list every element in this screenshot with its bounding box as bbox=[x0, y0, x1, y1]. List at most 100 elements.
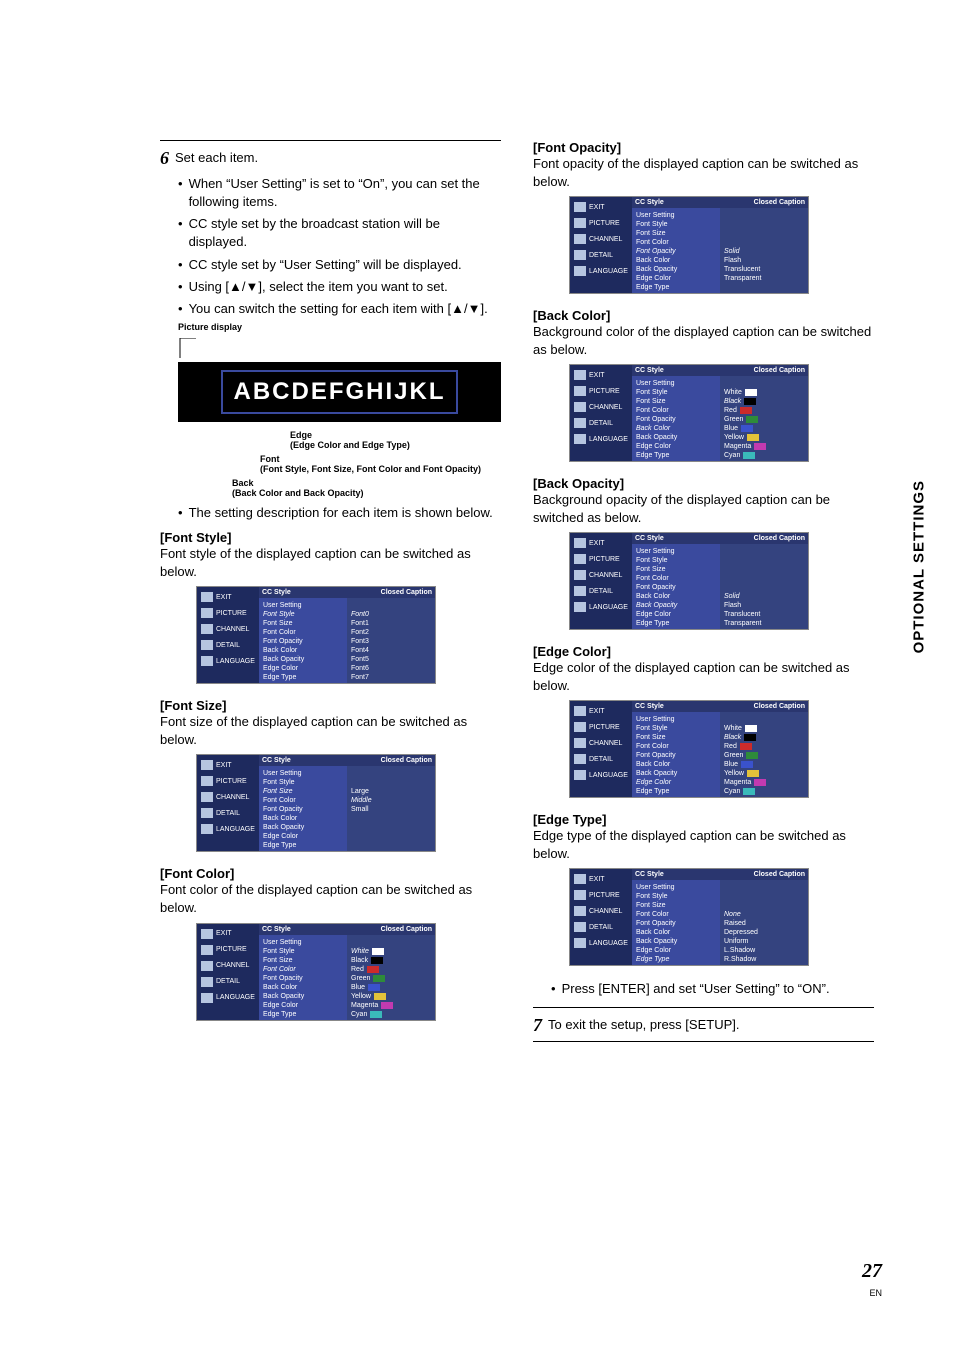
menu-side-item: DETAIL bbox=[570, 583, 632, 599]
menu-item: Font Style bbox=[636, 893, 716, 900]
font-style-menu: EXITPICTURECHANNELDETAILLANGUAGECC Style… bbox=[196, 586, 436, 684]
menu-item: Edge Color bbox=[636, 947, 716, 954]
color-swatch-icon bbox=[746, 752, 758, 759]
menu-side-icon bbox=[574, 250, 586, 260]
color-swatch-icon bbox=[743, 452, 755, 459]
menu-side-label: DETAIL bbox=[216, 810, 240, 817]
menu-side-icon bbox=[201, 608, 213, 618]
color-swatch-icon bbox=[743, 788, 755, 795]
menu-option-label: Translucent bbox=[724, 266, 760, 273]
bullet-icon: • bbox=[178, 278, 183, 296]
menu-side-item: CHANNEL bbox=[570, 567, 632, 583]
edge-color-text: Edge color of the displayed caption can … bbox=[533, 659, 874, 694]
font-style-text: Font style of the displayed caption can … bbox=[160, 545, 501, 580]
menu-option-label: Yellow bbox=[724, 434, 744, 441]
menu-side-label: LANGUAGE bbox=[216, 826, 255, 833]
menu-items-column: CC StyleUser SettingFont StyleFont SizeF… bbox=[632, 869, 720, 965]
menu-side-icon bbox=[574, 706, 586, 716]
anno-edge-sub: (Edge Color and Edge Type) bbox=[290, 440, 501, 450]
menu-side-label: CHANNEL bbox=[589, 236, 622, 243]
menu-option-spacer bbox=[724, 548, 804, 555]
bullet-5: You can switch the setting for each item… bbox=[189, 300, 488, 318]
menu-option-spacer bbox=[724, 239, 804, 246]
menu-option: Magenta bbox=[724, 443, 804, 450]
menu-side-item: CHANNEL bbox=[197, 958, 259, 974]
menu-item: Font Color bbox=[263, 966, 343, 973]
menu-option: Font2 bbox=[351, 629, 431, 636]
menu-item: Font Style bbox=[263, 611, 343, 618]
menu-item: Font Opacity bbox=[636, 416, 716, 423]
font-color-text: Font color of the displayed caption can … bbox=[160, 881, 501, 916]
menu-side-label: CHANNEL bbox=[216, 962, 249, 969]
menu-option: Yellow bbox=[724, 770, 804, 777]
menu-side-icon bbox=[201, 656, 213, 666]
menu-option: Green bbox=[351, 975, 431, 982]
menu-side-item: DETAIL bbox=[197, 805, 259, 821]
menu-option-label: White bbox=[351, 948, 369, 955]
menu-side-icon bbox=[201, 592, 213, 602]
menu-side-item: LANGUAGE bbox=[197, 653, 259, 669]
menu-option: Black bbox=[351, 957, 431, 964]
font-size-text: Font size of the displayed caption can b… bbox=[160, 713, 501, 748]
menu-side-icon bbox=[201, 824, 213, 834]
menu-side-label: LANGUAGE bbox=[589, 940, 628, 947]
menu-item: Back Opacity bbox=[636, 266, 716, 273]
bullet-6: The setting description for each item is… bbox=[189, 504, 493, 522]
menu-item: Font Style bbox=[263, 779, 343, 786]
step-7-text: To exit the setup, press [SETUP]. bbox=[548, 1016, 739, 1036]
menu-side-icon bbox=[574, 874, 586, 884]
menu-item: User Setting bbox=[263, 770, 343, 777]
menu-item: Edge Color bbox=[636, 779, 716, 786]
menu-option-label: Magenta bbox=[724, 443, 751, 450]
menu-option-label: Flash bbox=[724, 257, 741, 264]
menu-side-item: EXIT bbox=[197, 926, 259, 942]
menu-main: CC StyleUser SettingFont StyleFont SizeF… bbox=[259, 924, 435, 1020]
menu-side-icon bbox=[574, 938, 586, 948]
menu-side-label: EXIT bbox=[589, 540, 605, 547]
back-color-menu: EXITPICTURECHANNELDETAILLANGUAGECC Style… bbox=[569, 364, 809, 462]
menu-option: Font6 bbox=[351, 665, 431, 672]
menu-side-label: CHANNEL bbox=[589, 740, 622, 747]
back-opacity-menu: EXITPICTURECHANNELDETAILLANGUAGECC Style… bbox=[569, 532, 809, 630]
menu-item: User Setting bbox=[636, 380, 716, 387]
menu-item: Font Size bbox=[263, 788, 343, 795]
bullet-icon: • bbox=[178, 256, 183, 274]
menu-item: User Setting bbox=[636, 884, 716, 891]
menu-option-label: Magenta bbox=[351, 1002, 378, 1009]
menu-header-closedcaption: Closed Caption bbox=[347, 587, 435, 598]
menu-side-item: CHANNEL bbox=[570, 399, 632, 415]
menu-side-label: LANGUAGE bbox=[216, 994, 255, 1001]
menu-side-item: PICTURE bbox=[570, 719, 632, 735]
menu-option: Cyan bbox=[351, 1011, 431, 1018]
menu-sidebar: EXITPICTURECHANNELDETAILLANGUAGE bbox=[570, 533, 632, 629]
menu-side-icon bbox=[201, 760, 213, 770]
menu-options-column: Closed Caption SolidFlashTranslucentTran… bbox=[720, 533, 808, 629]
menu-side-item: EXIT bbox=[197, 589, 259, 605]
color-swatch-icon bbox=[741, 425, 753, 432]
menu-option-label: Cyan bbox=[724, 788, 740, 795]
menu-side-item: PICTURE bbox=[197, 942, 259, 958]
menu-option: Yellow bbox=[724, 434, 804, 441]
color-swatch-icon bbox=[745, 389, 757, 396]
menu-option-label: White bbox=[724, 725, 742, 732]
edge-color-heading: [Edge Color] bbox=[533, 644, 874, 659]
anno-edge: Edge bbox=[290, 430, 501, 440]
menu-side-icon bbox=[574, 738, 586, 748]
menu-item: Edge Type bbox=[636, 620, 716, 627]
menu-side-label: DETAIL bbox=[589, 252, 613, 259]
font-size-heading: [Font Size] bbox=[160, 698, 501, 713]
menu-option: Translucent bbox=[724, 266, 804, 273]
menu-option-label: Red bbox=[351, 966, 364, 973]
menu-side-label: EXIT bbox=[216, 930, 232, 937]
menu-option-label: Blue bbox=[724, 761, 738, 768]
color-swatch-icon bbox=[746, 416, 758, 423]
menu-option-spacer bbox=[724, 380, 804, 387]
menu-side-label: PICTURE bbox=[216, 610, 247, 617]
menu-option-label: Depressed bbox=[724, 929, 758, 936]
color-swatch-icon bbox=[373, 975, 385, 982]
menu-header-ccstyle: CC Style bbox=[632, 701, 720, 712]
menu-option: White bbox=[724, 725, 804, 732]
color-swatch-icon bbox=[381, 1002, 393, 1009]
menu-item: Back Color bbox=[263, 984, 343, 991]
back-opacity-text: Background opacity of the displayed capt… bbox=[533, 491, 874, 526]
